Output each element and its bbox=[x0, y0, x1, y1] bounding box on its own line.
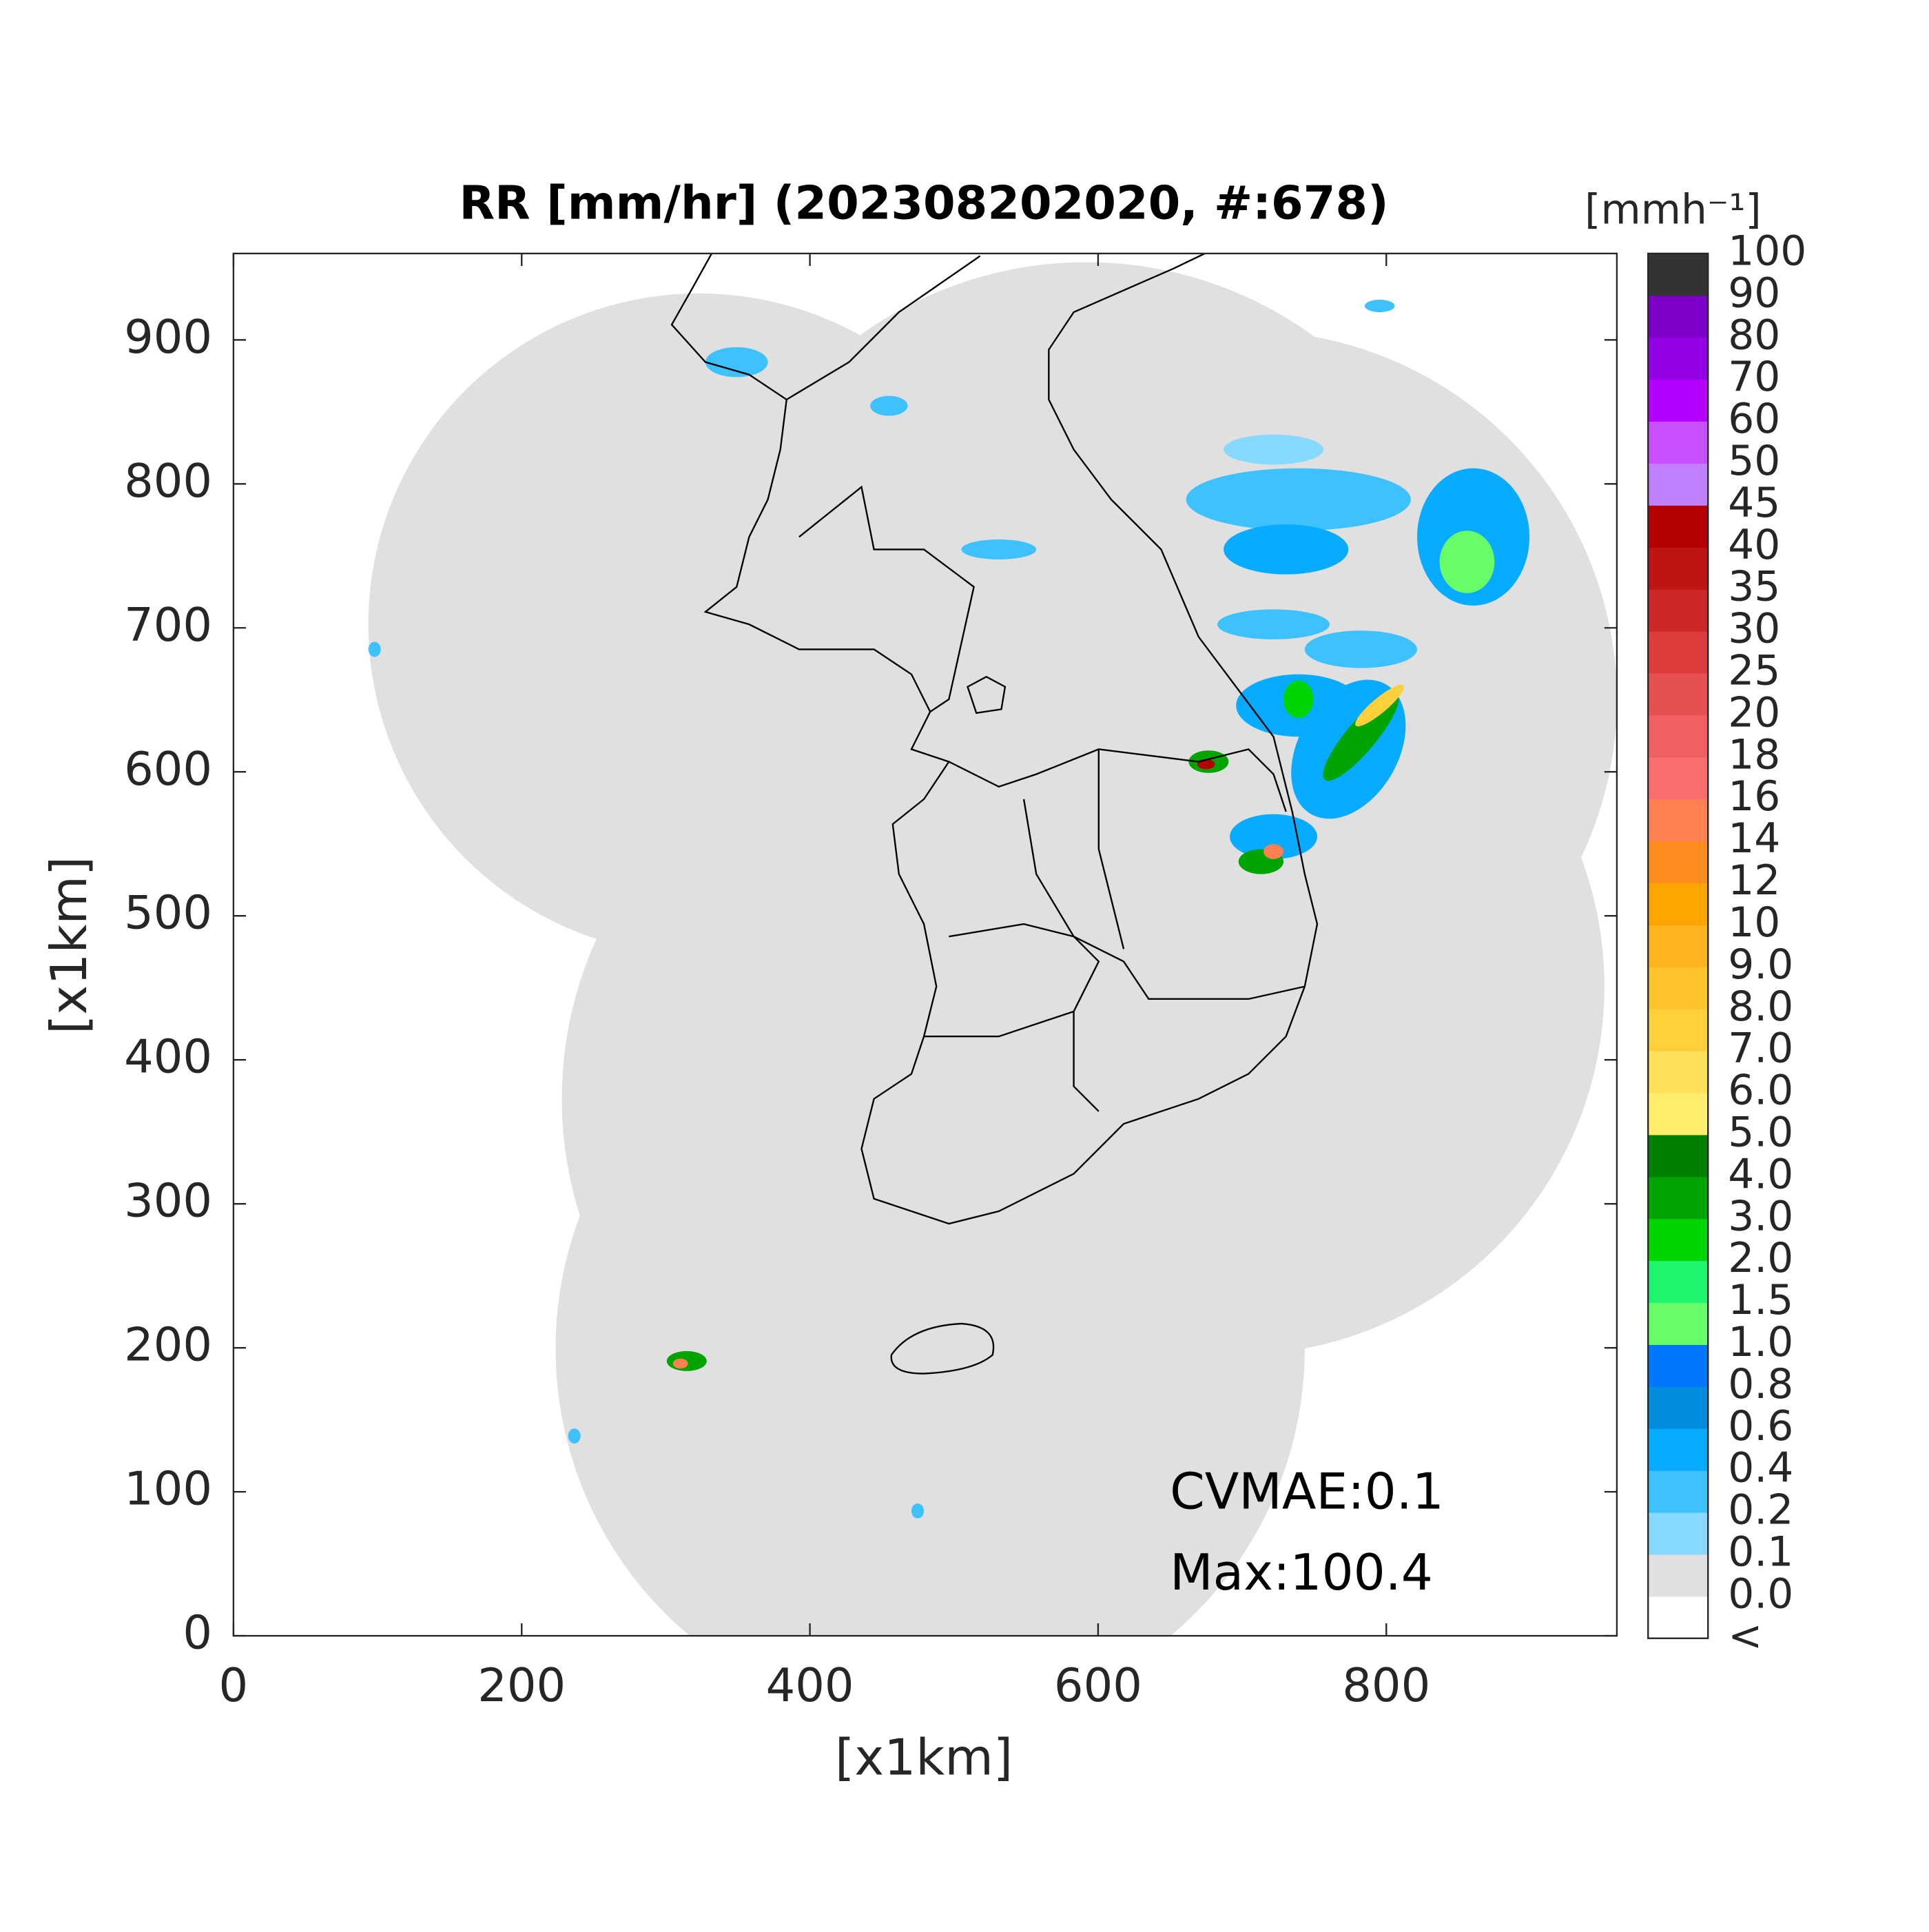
colorbar-segment bbox=[1648, 253, 1709, 296]
colorbar-segment bbox=[1648, 925, 1709, 967]
colorbar-segment bbox=[1648, 421, 1709, 464]
colorbar-label: 80 bbox=[1728, 311, 1780, 359]
colorbar-label: 0.4 bbox=[1728, 1444, 1793, 1492]
y-tick-label: 200 bbox=[124, 1318, 212, 1372]
colorbar-segment bbox=[1648, 1344, 1709, 1387]
colorbar-segment bbox=[1648, 1386, 1709, 1429]
colorbar-segment bbox=[1648, 1470, 1709, 1513]
colorbar-segment bbox=[1648, 295, 1709, 338]
colorbar-segment bbox=[1648, 757, 1709, 800]
colorbar-label: 45 bbox=[1728, 479, 1780, 527]
colorbar-label: 50 bbox=[1728, 437, 1780, 485]
colorbar-label: 18 bbox=[1728, 730, 1780, 779]
colorbar-label: 5.0 bbox=[1728, 1108, 1793, 1156]
colorbar-label: 60 bbox=[1728, 395, 1780, 443]
precipitation bbox=[368, 299, 1530, 1519]
x-axis-label: [x1km] bbox=[835, 1729, 1013, 1787]
y-tick-label: 600 bbox=[124, 742, 212, 796]
colorbar-label: 9.0 bbox=[1728, 941, 1793, 989]
colorbar-segment bbox=[1648, 1092, 1709, 1135]
chart-title: RR [mm/hr] (202308202020, #:678) bbox=[460, 176, 1389, 230]
colorbar-label: 100 bbox=[1728, 227, 1806, 275]
colorbar-label: 0.0 bbox=[1728, 1570, 1793, 1618]
colorbar-segment bbox=[1648, 631, 1709, 674]
colorbar-label: 16 bbox=[1728, 772, 1780, 821]
colorbar-label: 1.0 bbox=[1728, 1318, 1793, 1366]
colorbar-segment bbox=[1648, 1302, 1709, 1345]
colorbar-label: 14 bbox=[1728, 814, 1780, 863]
x-tick-label: 200 bbox=[477, 1658, 566, 1712]
colorbar-label: 40 bbox=[1728, 521, 1780, 569]
colorbar-segment bbox=[1648, 505, 1709, 548]
colorbar-segment bbox=[1648, 1554, 1709, 1597]
x-tick-label: 400 bbox=[766, 1658, 854, 1712]
y-tick-label: 800 bbox=[124, 454, 212, 508]
colorbar-frame bbox=[1647, 252, 1709, 1639]
colorbar-segment bbox=[1648, 799, 1709, 842]
colorbar-label: 8.0 bbox=[1728, 983, 1793, 1031]
colorbar-label: 1.5 bbox=[1728, 1276, 1793, 1324]
coastline bbox=[670, 253, 1319, 1375]
colorbar-label: 0.6 bbox=[1728, 1402, 1793, 1450]
y-tick-label: 700 bbox=[124, 598, 212, 652]
annotation: Max:100.4 bbox=[1170, 1544, 1433, 1602]
colorbar-segment bbox=[1648, 883, 1709, 925]
y-tick-label: 300 bbox=[124, 1174, 212, 1228]
colorbar-segment bbox=[1648, 1512, 1709, 1555]
colorbar-segment bbox=[1648, 463, 1709, 506]
colorbar-label: 12 bbox=[1728, 856, 1780, 905]
colorbar-title: [mmh⁻¹] bbox=[1585, 186, 1762, 234]
colorbar-segment bbox=[1648, 589, 1709, 632]
colorbar-label: 20 bbox=[1728, 688, 1780, 737]
colorbar-label: 0.1 bbox=[1728, 1528, 1793, 1576]
y-tick-label: 100 bbox=[124, 1462, 212, 1516]
colorbar-label: 0.8 bbox=[1728, 1360, 1793, 1408]
colorbar-segment bbox=[1648, 841, 1709, 884]
colorbar-segment bbox=[1648, 547, 1709, 590]
colorbar-label: 7.0 bbox=[1728, 1025, 1793, 1073]
colorbar-segment bbox=[1648, 1051, 1709, 1093]
colorbar-label: < bbox=[1728, 1612, 1762, 1660]
colorbar-segment bbox=[1648, 1134, 1709, 1178]
colorbar-label: 6.0 bbox=[1728, 1067, 1793, 1115]
y-tick-label: 900 bbox=[124, 310, 212, 364]
colorbar-label: 70 bbox=[1728, 353, 1780, 401]
colorbar-label: 3.0 bbox=[1728, 1192, 1793, 1240]
y-tick-label: 500 bbox=[124, 886, 212, 940]
colorbar-segment bbox=[1648, 715, 1709, 758]
x-tick-label: 800 bbox=[1342, 1658, 1430, 1712]
colorbar-segment bbox=[1648, 1009, 1709, 1051]
colorbar-label: 10 bbox=[1728, 898, 1780, 947]
x-tick-label: 0 bbox=[219, 1658, 249, 1712]
colorbar-segment bbox=[1648, 1596, 1709, 1639]
map-layer bbox=[368, 253, 1617, 1636]
colorbar-label: 25 bbox=[1728, 647, 1780, 695]
colorbar-label: 4.0 bbox=[1728, 1150, 1793, 1198]
colorbar-label: 2.0 bbox=[1728, 1234, 1793, 1282]
colorbar-segment bbox=[1648, 337, 1709, 380]
colorbar-segment bbox=[1648, 379, 1709, 422]
plot-frame bbox=[232, 252, 1618, 1637]
annotation: CVMAE:0.1 bbox=[1170, 1463, 1444, 1521]
colorbar-segment bbox=[1648, 672, 1709, 716]
colorbar-label: 30 bbox=[1728, 605, 1780, 653]
colorbar-label: 35 bbox=[1728, 563, 1780, 611]
colorbar-segment bbox=[1648, 1218, 1709, 1262]
colorbar-segment bbox=[1648, 1428, 1709, 1471]
y-tick-label: 400 bbox=[124, 1030, 212, 1084]
colorbar-label: 0.2 bbox=[1728, 1486, 1793, 1534]
x-tick-label: 600 bbox=[1054, 1658, 1142, 1712]
colorbar-label: 90 bbox=[1728, 269, 1780, 317]
colorbar-segment bbox=[1648, 1260, 1709, 1304]
y-tick-label: 0 bbox=[183, 1606, 212, 1660]
colorbar-segment bbox=[1648, 967, 1709, 1009]
y-axis-label: [x1km] bbox=[41, 856, 99, 1034]
colorbar-segment bbox=[1648, 1176, 1709, 1220]
